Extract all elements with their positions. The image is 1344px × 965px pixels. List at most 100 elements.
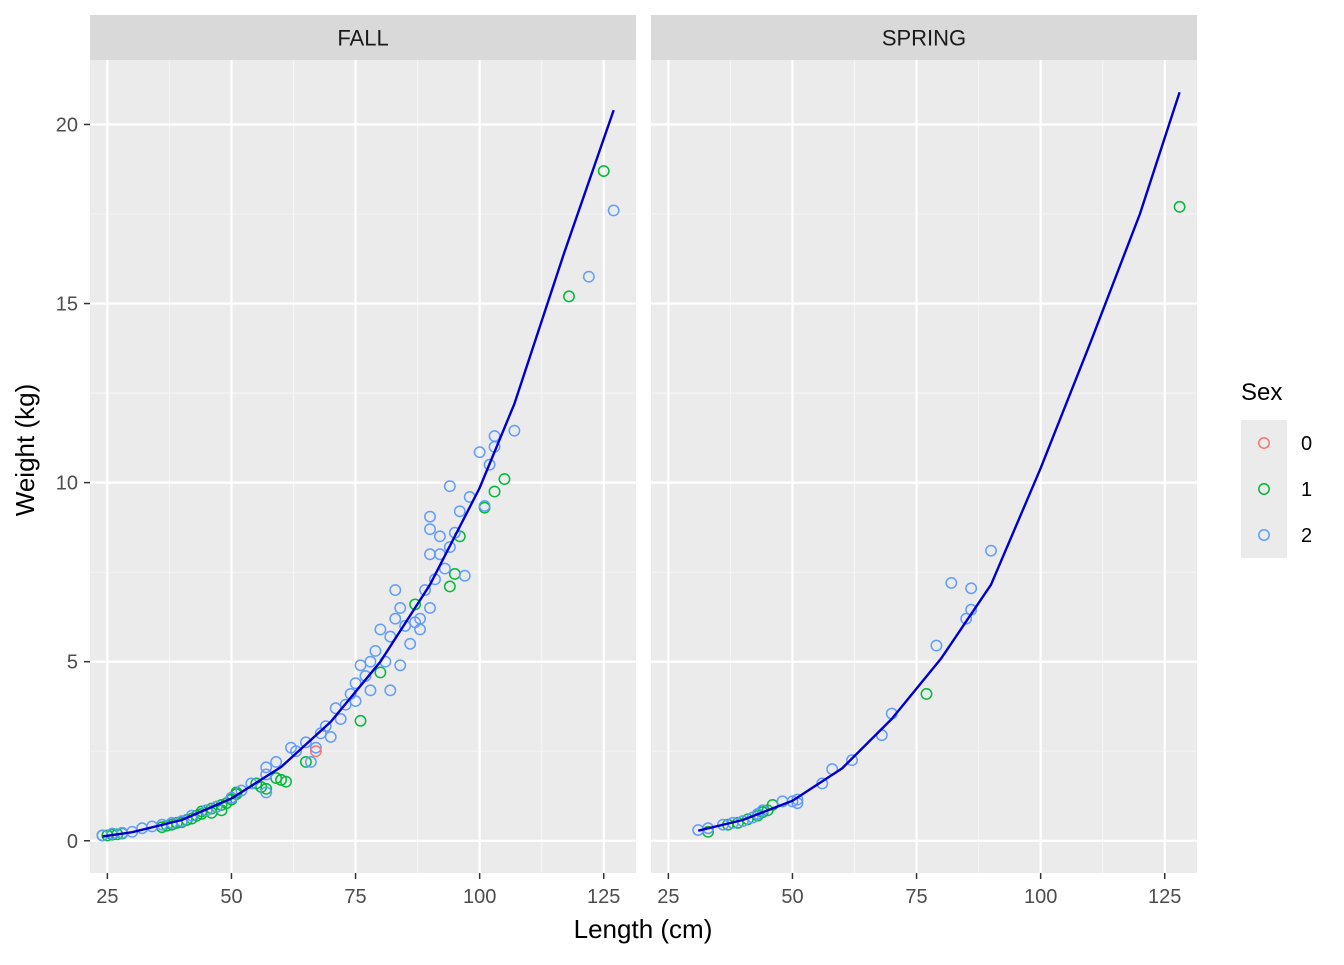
x-tick-label: 75 xyxy=(344,886,366,908)
legend-label-1: 1 xyxy=(1301,479,1312,501)
data-point-sex-2 xyxy=(369,644,382,657)
data-point-sex-1 xyxy=(354,714,367,727)
data-point-sex-2 xyxy=(290,745,302,758)
y-tick-label: 15 xyxy=(56,294,78,316)
facet-strip-label: SPRING xyxy=(882,26,966,51)
x-tick-label: 100 xyxy=(463,886,496,908)
data-point-sex-2 xyxy=(225,791,238,804)
y-tick-label: 20 xyxy=(56,114,78,136)
data-point-sex-2 xyxy=(235,784,248,797)
data-point-sex-2 xyxy=(389,584,402,597)
x-tick-label: 125 xyxy=(1148,886,1181,908)
data-point-sex-2 xyxy=(364,655,377,668)
data-point-sex-1 xyxy=(920,687,933,700)
data-point-sex-2 xyxy=(443,480,456,493)
fit-curve xyxy=(102,109,615,838)
x-axis-title: Length (cm) xyxy=(574,914,713,944)
data-point-sex-1 xyxy=(260,782,273,795)
data-point-sex-2 xyxy=(389,612,402,625)
data-point-sex-1 xyxy=(275,773,288,786)
x-tick-label: 50 xyxy=(781,886,803,908)
facet-strip-label: FALL xyxy=(337,26,388,51)
data-point-sex-1 xyxy=(498,473,511,485)
data-point-sex-2 xyxy=(324,730,337,743)
legend-key-bg xyxy=(1241,420,1287,466)
data-point-sex-2 xyxy=(846,754,858,767)
y-axis-title: Weight (kg) xyxy=(10,384,40,516)
data-point-sex-1 xyxy=(597,165,610,177)
data-point-sex-2 xyxy=(478,499,491,512)
facet-strip xyxy=(651,15,1197,60)
facet-strip xyxy=(90,15,636,60)
data-point-sex-2 xyxy=(260,761,273,774)
data-point-sex-1 xyxy=(374,666,387,679)
data-point-sex-2 xyxy=(483,458,496,471)
legend-key-0 xyxy=(1258,437,1270,449)
data-point-sex-1 xyxy=(563,290,575,303)
panel-fall: FALL 25 50 75 100 125 0 5 10 15 20 xyxy=(56,15,636,908)
legend-label-2: 2 xyxy=(1301,525,1312,547)
data-point-sex-2 xyxy=(960,612,973,625)
panels-layer: FALL 25 50 75 100 125 0 5 10 15 20 SPRING 25 50 75 100 1… xyxy=(56,15,1197,908)
data-point-sex-2 xyxy=(299,736,312,749)
y-tick-label: 0 xyxy=(67,831,78,853)
data-point-sex-2 xyxy=(394,659,407,672)
data-point-sex-2 xyxy=(185,809,198,822)
data-point-sex-2 xyxy=(930,639,943,652)
x-tick-label: 75 xyxy=(905,886,927,908)
data-point-sex-2 xyxy=(384,684,397,697)
data-point-sex-2 xyxy=(424,510,436,523)
data-point-sex-2 xyxy=(488,430,501,443)
data-point-sex-2 xyxy=(349,677,362,690)
data-point-sex-2 xyxy=(304,756,317,768)
data-point-sex-2 xyxy=(394,602,407,614)
legend: Sex 0 1 2 xyxy=(1241,379,1312,558)
data-point-sex-2 xyxy=(424,523,436,536)
legend-key-2 xyxy=(1258,529,1270,541)
legend-title: Sex xyxy=(1241,379,1282,406)
data-point-sex-2 xyxy=(374,623,387,636)
data-point-sex-1 xyxy=(1173,200,1186,213)
panel-background xyxy=(90,60,636,873)
legend-key-1 xyxy=(1258,483,1270,495)
data-point-sex-1 xyxy=(488,485,501,498)
data-point-sex-2 xyxy=(582,270,595,283)
legend-key-bg xyxy=(1241,512,1287,558)
data-point-sex-2 xyxy=(414,623,427,636)
data-point-sex-2 xyxy=(607,204,620,217)
data-point-sex-2 xyxy=(443,541,456,554)
y-tick-label: 5 xyxy=(67,652,78,674)
data-point-sex-2 xyxy=(364,684,377,697)
y-tick-label: 10 xyxy=(56,473,78,495)
data-point-sex-2 xyxy=(786,795,799,808)
data-point-sex-2 xyxy=(419,584,431,597)
fit-curve xyxy=(697,91,1181,832)
data-point-sex-2 xyxy=(319,720,332,733)
data-point-sex-2 xyxy=(404,637,417,650)
data-point-sex-2 xyxy=(309,741,322,754)
data-point-sex-2 xyxy=(473,446,486,459)
data-point-sex-1 xyxy=(443,580,456,593)
x-tick-label: 100 xyxy=(1024,886,1057,908)
data-point-sex-2 xyxy=(270,756,283,768)
legend-label-0: 0 xyxy=(1301,433,1312,455)
data-point-sex-2 xyxy=(260,786,273,799)
panel-spring: SPRING 25 50 75 100 125 xyxy=(651,15,1197,908)
data-point-sex-2 xyxy=(945,576,958,589)
data-point-sex-2 xyxy=(334,713,347,725)
data-point-sex-0 xyxy=(309,745,322,758)
x-tick-label: 25 xyxy=(96,886,118,908)
data-point-sex-2 xyxy=(438,562,451,575)
data-point-sex-1 xyxy=(280,775,293,788)
data-point-sex-1 xyxy=(299,756,312,768)
data-point-sex-2 xyxy=(424,602,436,614)
data-point-sex-2 xyxy=(458,569,471,582)
data-point-sex-2 xyxy=(985,544,997,557)
data-point-sex-2 xyxy=(965,582,978,595)
panel-background xyxy=(651,60,1197,873)
x-tick-label: 25 xyxy=(657,886,679,908)
x-tick-label: 50 xyxy=(220,886,242,908)
data-point-sex-2 xyxy=(508,424,521,437)
